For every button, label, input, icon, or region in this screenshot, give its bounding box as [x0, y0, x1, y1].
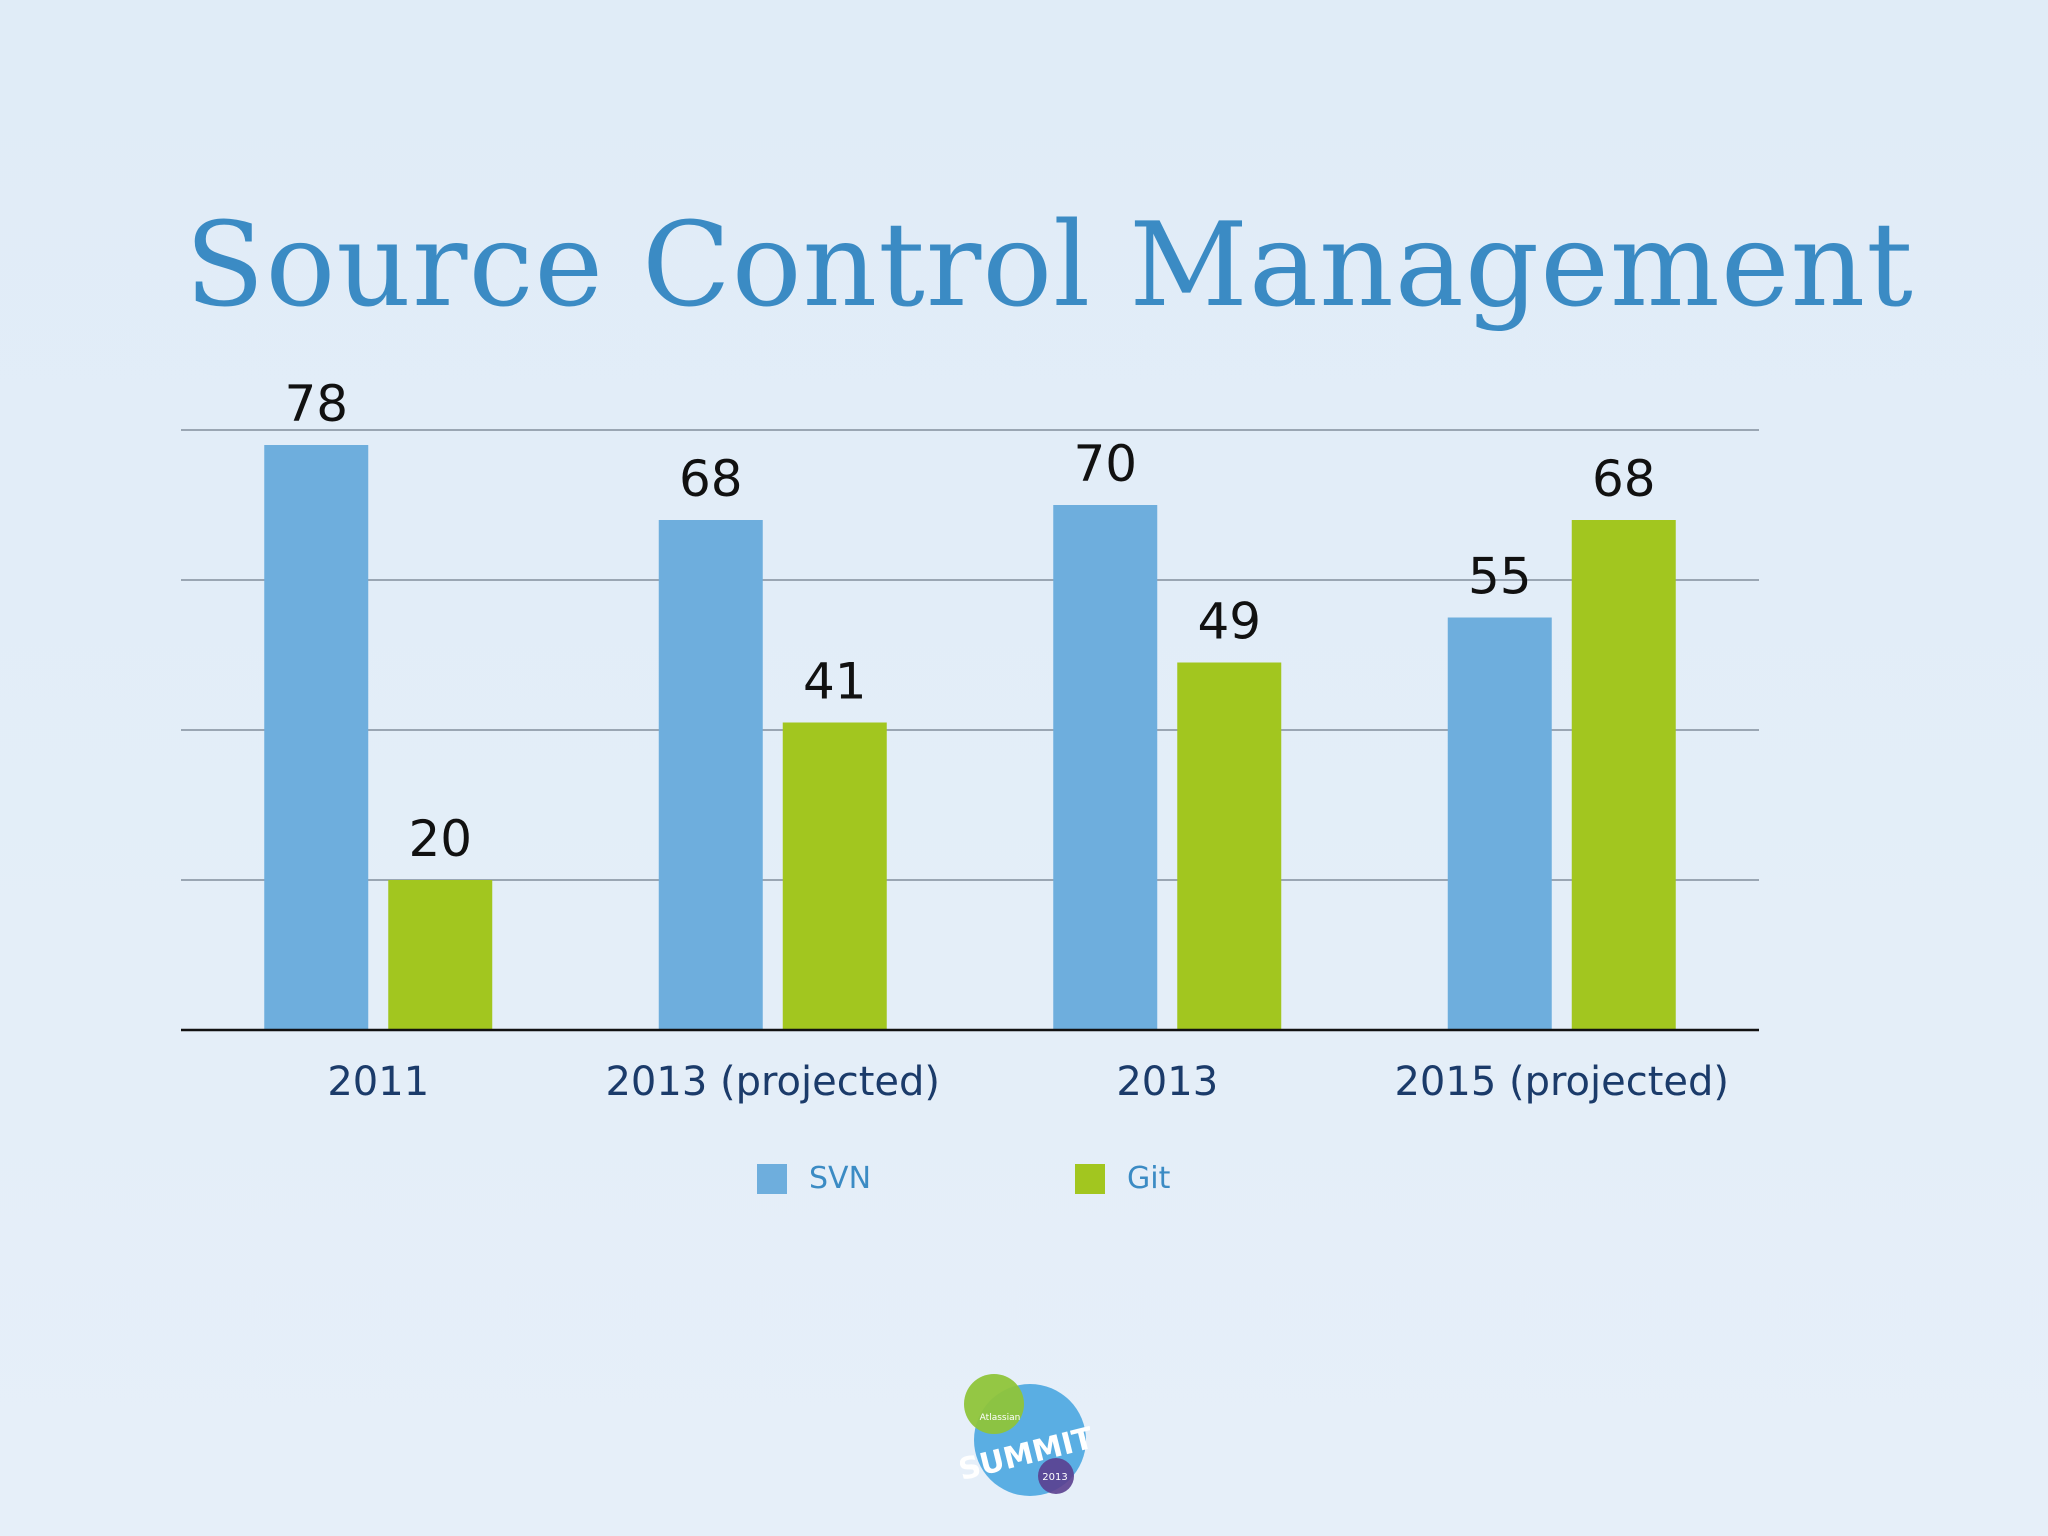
data-label: 55: [1468, 548, 1532, 606]
legend-swatch-git: [1075, 1163, 1105, 1194]
bar-git: [1177, 662, 1282, 1030]
bar-svn: [264, 445, 369, 1030]
bar-svn: [1053, 505, 1158, 1030]
x-tick-label: 2013: [1116, 1059, 1218, 1105]
data-label: 68: [679, 450, 743, 508]
bar-svn: [658, 520, 763, 1030]
bar-git: [388, 880, 493, 1030]
legend-swatch-svn: [757, 1163, 787, 1194]
x-tick-label: 2015 (projected): [1394, 1059, 1729, 1105]
legend-item-svn: SVN: [757, 1161, 1075, 1196]
data-label: 41: [803, 653, 867, 711]
bar-git: [1571, 520, 1676, 1030]
logo-circle-green: [964, 1374, 1024, 1434]
legend-label-svn: SVN: [809, 1161, 872, 1196]
data-label: 70: [1073, 435, 1137, 493]
data-label: 49: [1197, 593, 1261, 651]
bar-svn: [1447, 617, 1552, 1030]
slide-title: Source Control Management: [185, 198, 1914, 333]
x-tick-label: 2013 (projected): [605, 1059, 940, 1105]
bar-git: [782, 722, 887, 1030]
logo-text-year: 2013: [1042, 1472, 1067, 1483]
data-label: 78: [284, 375, 348, 433]
logo-circle-purple: [1038, 1458, 1074, 1494]
legend-label-git: Git: [1127, 1161, 1171, 1196]
data-label: 68: [1592, 450, 1656, 508]
bar-chart: 78 20 2011 68 41 2013 (projected) 70 49 2013 55 68…: [181, 375, 1759, 1105]
logo-text-atlassian: Atlassian: [980, 1413, 1021, 1423]
chart-legend: SVN Git: [757, 1161, 1393, 1196]
atlassian-summit-logo: Atlassian SUMMIT 2013: [960, 1374, 1090, 1496]
x-tick-label: 2011: [327, 1059, 429, 1105]
data-label: 20: [408, 810, 472, 868]
legend-item-git: Git: [1075, 1161, 1393, 1196]
